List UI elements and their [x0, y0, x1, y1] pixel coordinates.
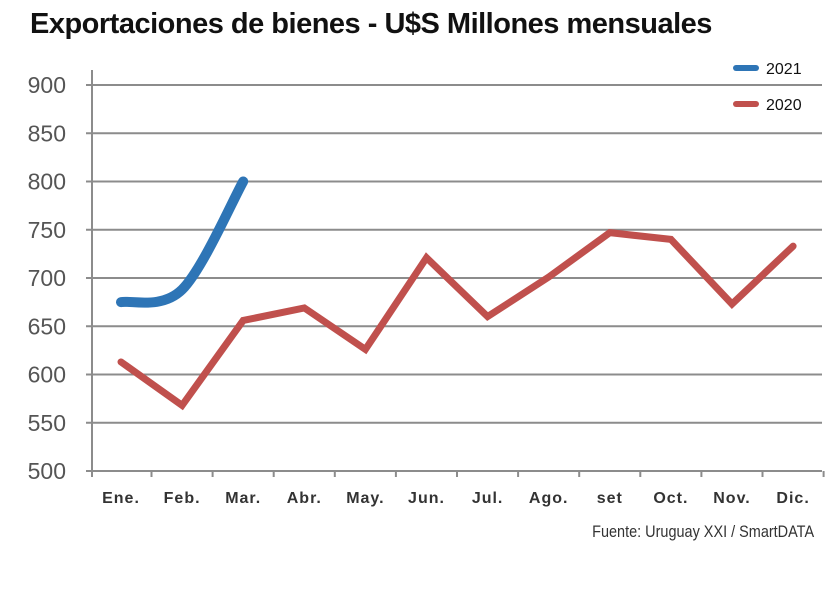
- y-tick-label: 500: [28, 458, 66, 484]
- y-tick-label: 800: [28, 169, 66, 195]
- legend-label-2021: 2021: [766, 61, 802, 78]
- x-tick-label: Nov.: [713, 490, 750, 507]
- x-tick-label: Jul.: [472, 490, 504, 507]
- x-tick-label: Jun.: [408, 490, 445, 507]
- y-tick-label: 600: [28, 362, 66, 388]
- series-line-2020: [117, 229, 797, 411]
- x-tick-label: May.: [346, 490, 384, 507]
- y-tick-label: 750: [28, 217, 66, 243]
- y-tick-label: 900: [28, 72, 66, 98]
- y-tick-label: 700: [28, 265, 66, 291]
- x-tick-label: Feb.: [164, 490, 201, 507]
- y-tick-label: 850: [28, 120, 66, 146]
- x-tick-label: Mar.: [225, 490, 261, 507]
- x-tick-label: Abr.: [287, 490, 322, 507]
- source-note: Fuente: Uruguay XXI / SmartDATA: [592, 522, 814, 541]
- y-tick-label: 550: [28, 410, 66, 436]
- x-tick-label: set: [597, 490, 623, 507]
- x-tick-label: Ago.: [529, 490, 569, 507]
- legend-label-2020: 2020: [766, 97, 802, 114]
- x-tick-label: Oct.: [653, 490, 688, 507]
- x-tick-label: Ene.: [102, 490, 140, 507]
- x-tick-label: Dic.: [776, 490, 809, 507]
- series-line-2021: [116, 176, 249, 308]
- chart-title: Exportaciones de bienes - U$S Millones m…: [30, 8, 712, 40]
- y-tick-label: 650: [28, 313, 66, 339]
